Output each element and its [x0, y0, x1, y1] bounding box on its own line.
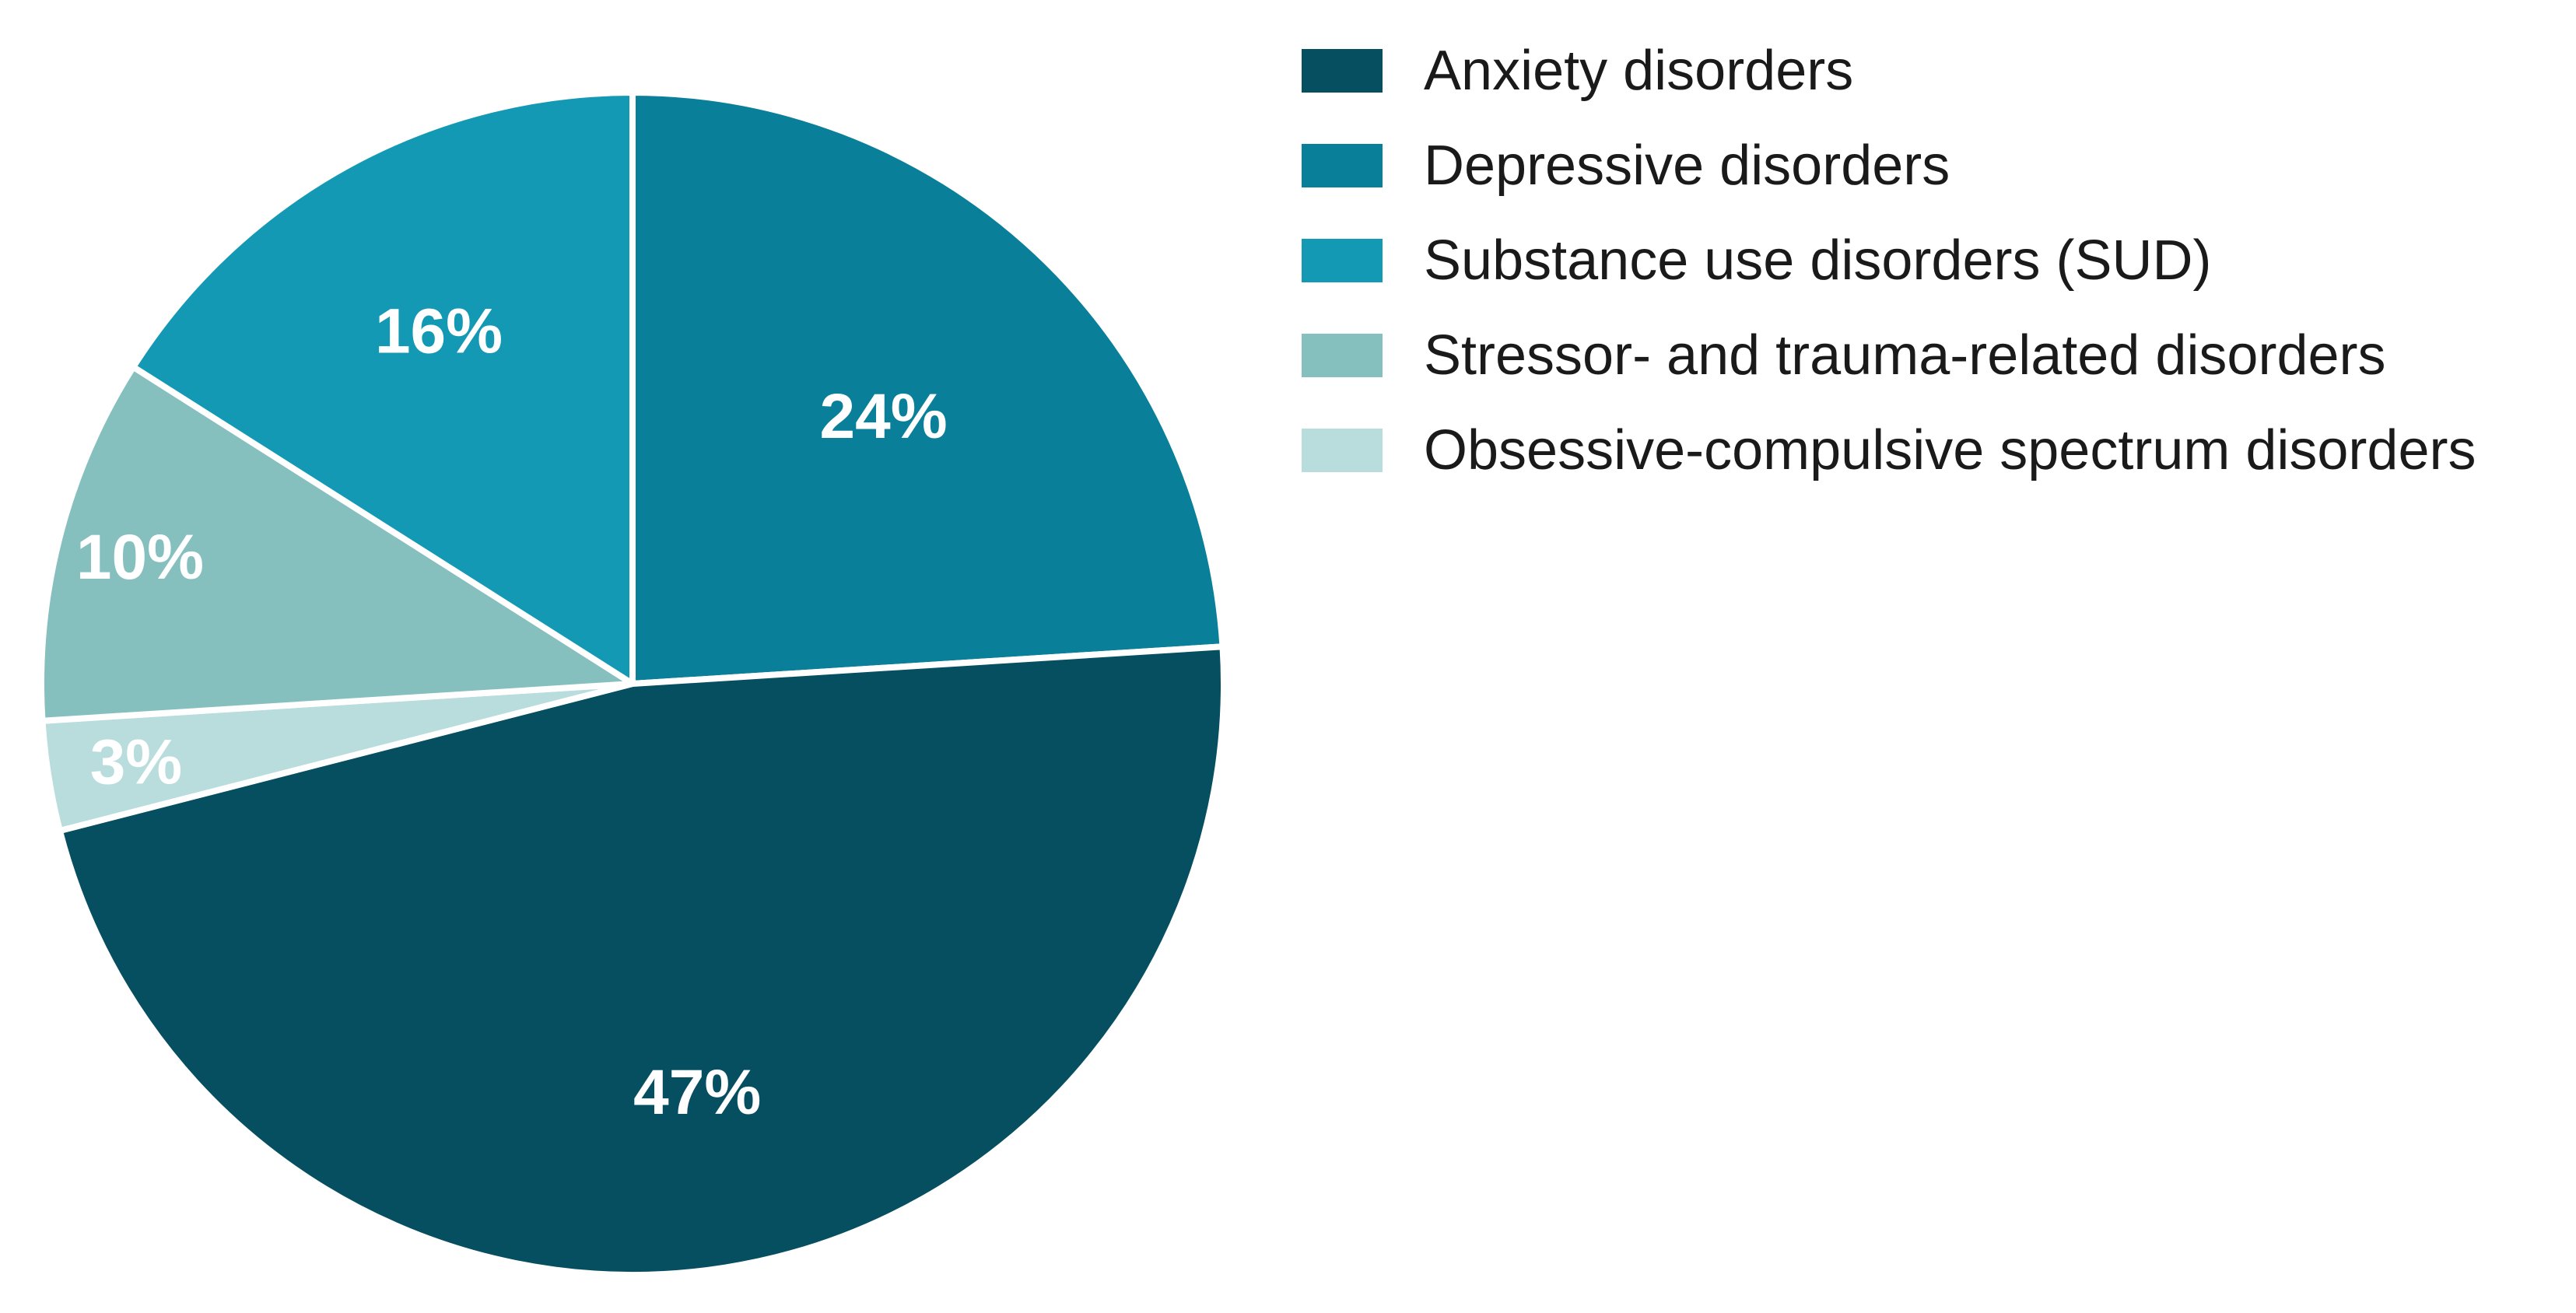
legend-label: Obsessive-compulsive spectrum disorders	[1424, 419, 2476, 481]
legend-swatch	[1302, 429, 1383, 472]
legend-item: Stressor- and trauma-related disorders	[1302, 324, 2386, 387]
legend-swatch	[1302, 144, 1383, 187]
pie-slice-value-label: 16%	[375, 296, 503, 367]
legend-swatch	[1302, 334, 1383, 377]
legend-item: Anxiety disorders	[1302, 40, 1853, 102]
pie-slice-anxiety-disorders	[56, 643, 1227, 1278]
pie-slice-value-label: 10%	[76, 522, 204, 593]
pie-slice-value-label: 24%	[819, 381, 947, 452]
legend-label: Stressor- and trauma-related disorders	[1424, 324, 2386, 387]
legend-item: Obsessive-compulsive spectrum disorders	[1302, 419, 2476, 481]
legend-label: Depressive disorders	[1424, 135, 1950, 197]
legend: Anxiety disorders Depressive disorders Sub…	[1302, 40, 2476, 481]
pie-slice-depressive-disorders	[629, 89, 1226, 687]
legend-item: Depressive disorders	[1302, 135, 1950, 197]
legend-swatch	[1302, 49, 1383, 93]
pie-slice-stressor-and-trauma-related-disorders	[38, 363, 636, 724]
pie-slice-labels: 24% 47% 3% 10% 16%	[76, 296, 948, 1128]
legend-swatch	[1302, 239, 1383, 282]
pie-slice-value-label: 3%	[90, 727, 183, 798]
pie-slices	[38, 89, 1227, 1278]
legend-label: Anxiety disorders	[1424, 40, 1853, 102]
legend-label: Substance use disorders (SUD)	[1424, 229, 2211, 292]
legend-item: Substance use disorders (SUD)	[1302, 229, 2211, 292]
pie-slice-value-label: 47%	[633, 1057, 761, 1128]
pie-slice-substance-use-disorders-sud	[130, 89, 636, 687]
